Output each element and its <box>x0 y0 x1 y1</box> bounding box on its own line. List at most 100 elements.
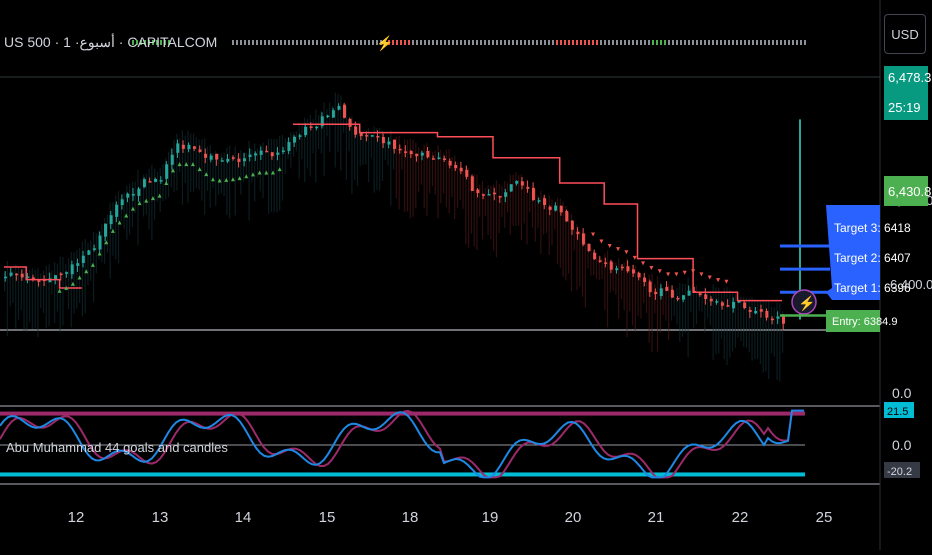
candle[interactable] <box>671 290 674 298</box>
candle[interactable] <box>337 106 340 110</box>
candle[interactable] <box>376 136 379 138</box>
candle[interactable] <box>371 135 374 137</box>
candle[interactable] <box>254 153 257 155</box>
candle[interactable] <box>282 150 285 152</box>
candle[interactable] <box>76 263 79 266</box>
candle[interactable] <box>715 301 718 303</box>
candle[interactable] <box>104 224 107 237</box>
candle[interactable] <box>137 189 140 196</box>
candle[interactable] <box>526 187 529 189</box>
candle[interactable] <box>215 154 218 160</box>
candle[interactable] <box>387 142 390 145</box>
candle[interactable] <box>754 311 757 313</box>
candle[interactable] <box>443 158 446 160</box>
candle[interactable] <box>654 292 657 294</box>
candle[interactable] <box>588 244 591 251</box>
candle[interactable] <box>143 179 146 187</box>
candle[interactable] <box>204 154 207 158</box>
candle[interactable] <box>554 206 557 211</box>
candle[interactable] <box>760 309 763 312</box>
candle[interactable] <box>382 137 385 143</box>
candle[interactable] <box>465 170 468 177</box>
candle[interactable] <box>771 319 774 321</box>
candle[interactable] <box>310 126 313 128</box>
candle[interactable] <box>582 233 585 244</box>
candle[interactable] <box>171 155 174 165</box>
candle[interactable] <box>332 110 335 117</box>
candle[interactable] <box>365 135 368 137</box>
candle[interactable] <box>638 273 641 278</box>
candle[interactable] <box>537 200 540 202</box>
candle[interactable] <box>110 215 113 224</box>
candle[interactable] <box>210 156 213 160</box>
candle[interactable] <box>499 196 502 198</box>
candle[interactable] <box>549 207 552 210</box>
candle[interactable] <box>604 262 607 264</box>
candle[interactable] <box>710 299 713 302</box>
candle[interactable] <box>271 152 274 156</box>
candle[interactable] <box>315 127 318 129</box>
candle[interactable] <box>299 135 302 137</box>
candle[interactable] <box>276 153 279 155</box>
symbol-title[interactable]: US 500 · 1 ·أسبوع · CAPITALCOM <box>4 34 217 51</box>
candle[interactable] <box>10 273 13 276</box>
candle[interactable] <box>132 194 135 196</box>
currency-button[interactable]: USD <box>884 14 926 54</box>
candle[interactable] <box>193 146 196 148</box>
candle[interactable] <box>599 260 602 262</box>
candle[interactable] <box>643 278 646 282</box>
candle[interactable] <box>699 293 702 295</box>
candle[interactable] <box>676 298 679 300</box>
candle[interactable] <box>15 274 18 276</box>
candle[interactable] <box>504 192 507 197</box>
candle[interactable] <box>704 294 707 299</box>
candle[interactable] <box>510 184 513 191</box>
candle[interactable] <box>243 158 246 161</box>
candle[interactable] <box>260 151 263 155</box>
candle[interactable] <box>749 310 752 312</box>
candle[interactable] <box>115 205 118 217</box>
candle[interactable] <box>404 151 407 153</box>
candle[interactable] <box>126 194 129 198</box>
candle[interactable] <box>360 133 363 136</box>
candle[interactable] <box>37 280 40 282</box>
candle[interactable] <box>187 145 190 149</box>
candle[interactable] <box>615 268 618 270</box>
candle[interactable] <box>437 158 440 160</box>
candle[interactable] <box>743 303 746 309</box>
candle[interactable] <box>493 193 496 195</box>
candle[interactable] <box>121 199 124 205</box>
candle[interactable] <box>165 164 168 179</box>
candle[interactable] <box>543 198 546 205</box>
candle[interactable] <box>626 266 629 271</box>
candle[interactable] <box>60 274 63 276</box>
candle[interactable] <box>71 264 74 274</box>
candle[interactable] <box>782 316 785 323</box>
candle[interactable] <box>287 142 290 151</box>
candle[interactable] <box>476 190 479 194</box>
candle[interactable] <box>487 194 490 196</box>
candle[interactable] <box>765 311 768 318</box>
candle[interactable] <box>182 145 185 149</box>
candle[interactable] <box>571 221 574 230</box>
candle[interactable] <box>87 250 90 254</box>
candle[interactable] <box>82 256 85 263</box>
candle[interactable] <box>732 302 735 308</box>
candle[interactable] <box>154 179 157 182</box>
candle[interactable] <box>393 140 396 149</box>
candle[interactable] <box>460 168 463 172</box>
candle[interactable] <box>326 116 329 118</box>
candle[interactable] <box>660 288 663 296</box>
candle[interactable] <box>515 181 518 184</box>
candle[interactable] <box>265 151 268 153</box>
candle[interactable] <box>432 158 435 160</box>
candle[interactable] <box>565 211 568 221</box>
candle[interactable] <box>521 181 524 185</box>
candle[interactable] <box>471 176 474 191</box>
candle[interactable] <box>665 287 668 291</box>
candle[interactable] <box>632 269 635 273</box>
candle[interactable] <box>176 143 179 152</box>
candle[interactable] <box>610 262 613 270</box>
candle[interactable] <box>199 149 202 151</box>
